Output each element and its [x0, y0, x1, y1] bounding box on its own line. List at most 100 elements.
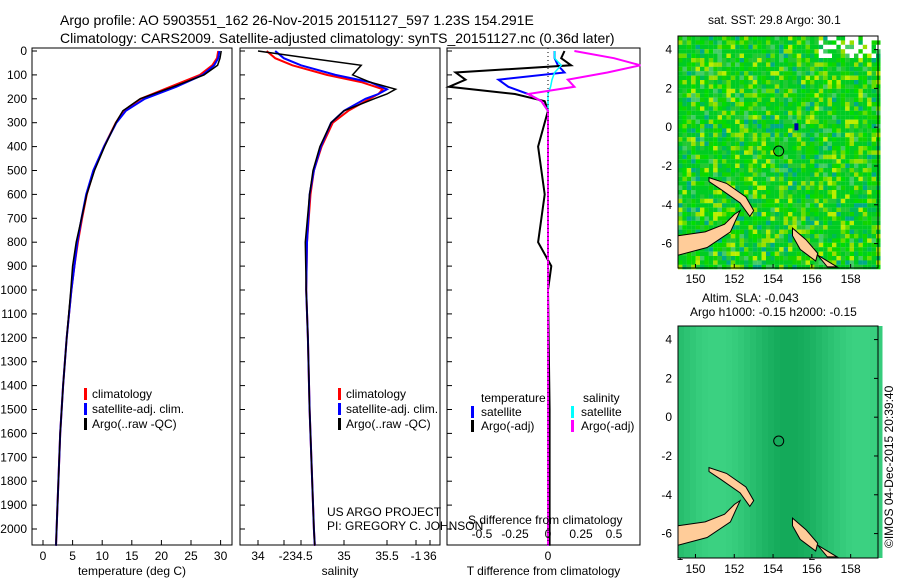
x-axis-label: T difference from climatology	[467, 564, 621, 578]
x-tick-label: 30	[214, 549, 228, 563]
depth-tick-label: 1600	[0, 426, 27, 440]
lat-tick-label: -6	[661, 527, 672, 541]
legend-temperature: temperature	[481, 391, 546, 405]
lon-tick-label: 152	[724, 562, 744, 576]
legend-swatch	[338, 403, 341, 415]
project-credit: US ARGO PROJECT	[327, 505, 442, 519]
argo-float-marker	[773, 435, 785, 447]
legend-label: satellite	[481, 405, 522, 419]
depth-tick-label: 1800	[0, 474, 27, 488]
legend-swatch	[471, 420, 474, 432]
legend-label: Argo(..raw -QC)	[346, 417, 431, 431]
x-tick-label: 34	[251, 549, 265, 563]
lon-tick-label: 156	[802, 272, 822, 286]
lat-tick-label: 2	[665, 81, 672, 95]
lat-tick-label: -4	[661, 198, 672, 212]
legend-swatch	[571, 420, 574, 432]
lat-tick-label: -2	[661, 449, 672, 463]
x-tick-label: 10	[96, 549, 110, 563]
lat-tick-label: -4	[661, 488, 672, 502]
sla_map-image	[677, 326, 883, 558]
x-tick-label: 25	[184, 549, 198, 563]
x-tick-label: -2	[279, 549, 290, 563]
depth-tick-label: 100	[7, 68, 27, 82]
depth-tick-label: 1100	[1, 307, 27, 321]
sst_map-frame	[677, 35, 879, 269]
depth-tick-label: 2000	[0, 522, 27, 536]
x-tick-label: 35	[337, 549, 351, 563]
lat-tick-label: 0	[665, 120, 672, 134]
title-line1: Argo profile: AO 5903551_162 26-Nov-2015…	[60, 12, 534, 28]
x-tick-label: 0	[545, 549, 552, 563]
s-tick-label: -0.25	[501, 527, 529, 541]
land-mass	[708, 466, 755, 508]
lat-tick-label: -2	[661, 159, 672, 173]
salinity-plot-frame	[239, 47, 441, 546]
legend-label: Argo(-adj)	[481, 419, 534, 433]
legend-label: Argo(..raw -QC)	[92, 417, 177, 431]
land-mass	[792, 517, 819, 552]
x-tick-label: 5	[69, 549, 76, 563]
difference-t-argo-line	[445, 50, 574, 546]
s-tick-label: 0.5	[606, 527, 623, 541]
land-mass	[677, 499, 742, 546]
lon-tick-label: 152	[724, 272, 744, 286]
depth-tick-label: 500	[7, 164, 27, 178]
timestamp-stamp: ©IMOS 04-Dec-2015 20:39:40	[882, 385, 896, 548]
legend-swatch	[338, 388, 341, 400]
legend-swatch	[84, 403, 87, 415]
temperature-plot-frame	[31, 47, 233, 546]
legend-swatch	[338, 418, 341, 430]
sla_map-frame	[677, 325, 879, 559]
land-mass	[792, 227, 819, 262]
lon-tick-label: 158	[841, 562, 861, 576]
legend-swatch	[84, 418, 87, 430]
lat-tick-label: 4	[665, 333, 672, 347]
legend-swatch	[84, 388, 87, 400]
land-mass	[817, 254, 839, 268]
depth-tick-label: 1000	[0, 283, 27, 297]
lon-tick-label: 158	[841, 272, 861, 286]
salinity-argo-line	[257, 50, 398, 546]
argo-height-title: Argo h1000: -0.15 h2000: -0.15	[690, 305, 857, 319]
legend-swatch	[471, 406, 474, 418]
legend-label: climatology	[92, 387, 152, 401]
lat-tick-label: 4	[665, 43, 672, 57]
s-axis-label: S difference from climatology	[468, 513, 623, 527]
lat-tick-label: 0	[665, 410, 672, 424]
x-axis-label: salinity	[322, 564, 359, 578]
salinity-satellite-adj-clim--line	[274, 50, 390, 546]
legend-label: climatology	[346, 387, 406, 401]
land-mass	[817, 544, 839, 558]
depth-tick-label: 1300	[0, 355, 27, 369]
x-tick-label: 0	[40, 549, 47, 563]
x-tick-label: 35.5	[375, 549, 399, 563]
difference-s-argo-line	[525, 50, 641, 546]
lon-tick-label: 150	[685, 562, 705, 576]
x-tick-label: 15	[125, 549, 139, 563]
legend-label: satellite-adj. clim.	[346, 402, 438, 416]
temperature-argo-line	[55, 50, 222, 546]
sla-title: Altim. SLA: -0.043	[702, 291, 799, 305]
lon-tick-label: 156	[802, 562, 822, 576]
difference-t-satellite-line	[495, 51, 567, 546]
legend-swatch	[571, 406, 574, 418]
legend-label: satellite-adj. clim.	[92, 402, 184, 416]
sst_map-image	[677, 36, 881, 270]
lon-tick-label: 154	[763, 272, 783, 286]
x-tick-label: 34.5	[289, 549, 313, 563]
lat-tick-label: 2	[665, 371, 672, 385]
legend-label: Argo(-adj)	[581, 419, 634, 433]
argo-float-marker	[773, 145, 785, 157]
depth-tick-label: 300	[7, 116, 27, 130]
depth-tick-label: 400	[7, 140, 27, 154]
sst-map-title: sat. SST: 29.8 Argo: 30.1	[708, 13, 841, 27]
legend-salinity: salinity	[583, 391, 620, 405]
land-mass	[677, 209, 742, 256]
x-tick-label: -1	[411, 549, 422, 563]
depth-tick-label: 700	[7, 211, 27, 225]
title-line2: Climatology: CARS2009. Satellite-adjuste…	[60, 30, 615, 46]
x-tick-label: 20	[155, 549, 169, 563]
lon-tick-label: 150	[685, 272, 705, 286]
